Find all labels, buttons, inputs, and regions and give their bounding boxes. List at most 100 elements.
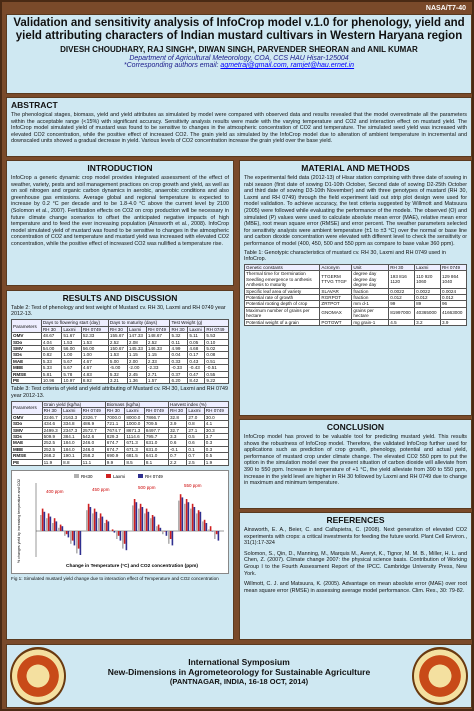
results-heading: RESULTS AND DISCUSSION xyxy=(62,293,178,303)
bar xyxy=(157,524,160,531)
email-links[interactable]: agmetraj@gmail.com, ramjet@hau.ernet.in xyxy=(220,62,355,69)
bar xyxy=(76,530,78,554)
table2: Parameters Days to flowering start (day)… xyxy=(11,319,229,385)
table1-cell: GNOMAX xyxy=(319,306,353,320)
bar xyxy=(199,511,202,531)
abstract-box: ABSTRACT The phenological stages, biomas… xyxy=(6,97,472,157)
table1: Genetic constants Acronym Unit RH 30 Laxmi RH… xyxy=(243,263,468,327)
table3-cell: PE xyxy=(11,458,43,466)
bar xyxy=(208,529,210,531)
ppm-annotation: 500 ppm xyxy=(138,485,156,490)
table2-cell: 2.00 xyxy=(126,357,147,366)
symposium-logo-icon xyxy=(412,647,468,705)
table3-cell: 11.9 xyxy=(41,458,63,466)
bar xyxy=(145,508,148,531)
department: Department of Agricultural Meteorology, … xyxy=(129,55,349,62)
table2-cell: 1.15 xyxy=(126,351,147,359)
table2-cell: 0.47 xyxy=(187,370,206,379)
table3-cell: 8.1 xyxy=(143,458,170,466)
table3-cell: 542.6 xyxy=(80,432,106,441)
poster-header: Validation and sensitivity analysis of I… xyxy=(6,14,472,94)
email-label: *Corresponding authors email: xyxy=(123,62,219,69)
bar xyxy=(163,530,166,532)
table2-cell: 1.36 xyxy=(126,377,147,385)
table1-cell: 110 920 1060 xyxy=(414,270,441,289)
table2-subheader: RH 0749 xyxy=(80,325,109,334)
bar xyxy=(117,530,120,536)
table2-subheader: RH 0749 xyxy=(204,325,229,334)
table1-caption: Table 1: Genotypic characteristics of mu… xyxy=(244,249,446,262)
references-box: REFERENCES Ainsworth, E. A., Beier, C. a… xyxy=(239,512,472,640)
table-row: Thermal time for Germination Seedling em… xyxy=(243,270,468,289)
bar xyxy=(171,530,174,546)
table1-cell: 4.5 xyxy=(388,318,416,327)
bar xyxy=(197,510,200,531)
bar xyxy=(59,524,62,531)
table1-header: RH 0749 xyxy=(439,263,468,272)
table2-cell: 0.17 xyxy=(187,351,206,359)
bar xyxy=(70,530,72,544)
table2-cell: 2.45 xyxy=(126,370,147,379)
bar xyxy=(215,530,218,535)
table3: Parameters Grain yield (kg/ha) Biomass (… xyxy=(11,400,230,466)
bar xyxy=(141,506,144,531)
bar xyxy=(144,513,146,531)
bar xyxy=(156,526,158,531)
table-row: MBE 252.5 184.0 246.0 674.7 671.3 631.0 -0.1 0.1… xyxy=(11,445,230,454)
table1-cell: Potential rooting depth of crop xyxy=(243,300,321,308)
table2-cell: 8.92 xyxy=(80,377,109,385)
table2-cell: 145.33 xyxy=(126,344,147,353)
table-row: SMV 54.00 56.00 56.00 150.67 145.33 146.33 4.99… xyxy=(11,344,229,353)
bar xyxy=(55,521,58,531)
x-axis-label: Change in Temperature (°C) and CO2 conce… xyxy=(66,563,198,569)
bar xyxy=(159,527,162,531)
table-row: SMV 2499.3 2347.3 2572.7 7674.7 8671.3 8497.7 3… xyxy=(11,426,230,434)
authors: DIVESH CHOUDHARY, RAJ SINGH*, DIWAN SING… xyxy=(60,45,418,54)
bar xyxy=(203,519,206,531)
table1-cell: POTGWT xyxy=(319,318,353,327)
legend-label: RH30 xyxy=(81,474,93,479)
bar xyxy=(196,513,198,531)
bar xyxy=(92,513,94,531)
table-row: PE 11.9 8.8 11.1 9.9 8.5 8.1 2.2 2.5 1.9 xyxy=(11,458,230,466)
table1-cell: grains per hectare xyxy=(351,306,390,320)
bar xyxy=(133,498,136,531)
bar xyxy=(150,518,152,531)
bar xyxy=(105,519,108,531)
fig1-chart: RH30 Laxmi RH 0749 400 ppm 450 ppm 500 ppm 550… xyxy=(11,469,229,574)
bar xyxy=(43,511,46,531)
abstract-text: The phenological stages, biomass, yield … xyxy=(11,112,467,145)
table3-cell: 246.0 xyxy=(80,445,106,454)
table2-cell: 10.97 xyxy=(61,377,82,385)
table3-group-biomass: Biomass (kg/ha) xyxy=(104,400,170,409)
bar xyxy=(98,518,100,531)
table-row: Potential rooting depth of crop ZRTPOT mm … xyxy=(243,300,468,308)
bar xyxy=(87,503,90,531)
table1-cell: 96 xyxy=(439,300,468,308)
methods-box: MATERIAL AND METHODS The experimental fi… xyxy=(239,160,472,416)
methods-text: The experimental field data (2012-13) of… xyxy=(244,175,467,247)
table2-cell: 9.22 xyxy=(204,377,229,385)
bar xyxy=(187,502,190,531)
table1-cell: 40365000 xyxy=(414,306,441,320)
bar xyxy=(147,511,150,531)
table2-cell: 0.05 xyxy=(187,338,206,347)
table1-header: RH 30 xyxy=(388,263,416,272)
bar xyxy=(178,500,180,531)
table1-cell: Thermal time for Germination Seedling em… xyxy=(243,270,321,289)
abstract-heading: ABSTRACT xyxy=(11,100,58,110)
bar xyxy=(104,522,106,531)
table3-caption: Table 3: Test criteria of yield and yiel… xyxy=(11,386,229,399)
footer-theme: New-Dimensions in Agrometeorology for Su… xyxy=(107,667,371,677)
bar xyxy=(49,516,52,531)
poster-title: Validation and sensitivity analysis of I… xyxy=(13,17,465,42)
y-axis-label: % changes yield by increasing temperatur… xyxy=(17,479,21,563)
table3-group-parameters: Parameters xyxy=(11,400,43,415)
table3-group-hi: Harvest index (%) xyxy=(168,400,229,409)
table2-group-maturity: Days to maturity (days) xyxy=(107,319,171,327)
table-row: MBE 5.33 5.67 4.67 -5.00 -2.00 -2.33 -0.33 -0.43… xyxy=(11,364,229,372)
bar xyxy=(113,530,116,533)
table3-cell: 27.0 xyxy=(186,413,205,422)
table-row: RMSE 5.81 5.78 4.83 5.32 2.45 2.71 0.37 0.47 0.55 xyxy=(11,370,229,379)
